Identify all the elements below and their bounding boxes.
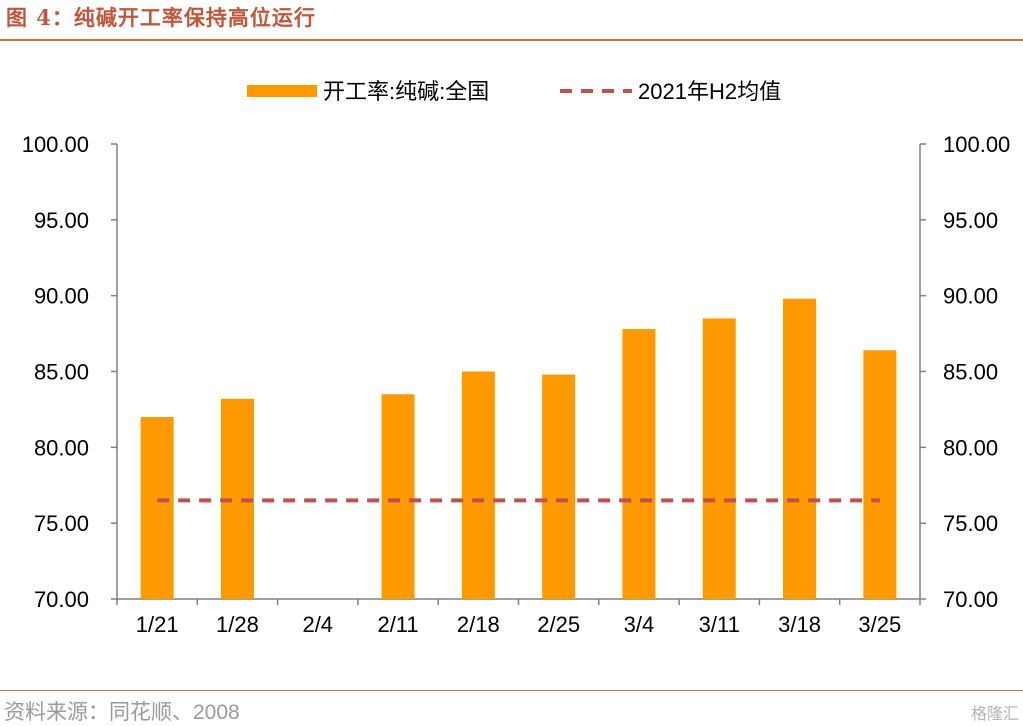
y-tick-label-right: 75.00 [943,511,998,536]
legend-line-label: 2021年H2均值 [638,79,781,104]
x-tick-label: 2/11 [377,612,418,637]
y-tick-label-left: 90.00 [34,284,89,309]
footer-rule [0,690,1023,691]
y-tick-label-left: 95.00 [34,208,89,233]
bar [542,374,576,599]
y-tick-label-right: 95.00 [943,208,998,233]
bar [381,394,415,599]
x-tick-label: 1/28 [216,612,259,637]
y-tick-label-right: 85.00 [943,360,998,385]
bar [863,350,897,599]
plot-area: 70.00 75.00 80.00 85.00 90.00 95.00 100.00 70.0… [22,132,1011,637]
bar [702,318,736,599]
y-tick-label-right: 80.00 [943,435,998,460]
y-tick-label-left: 80.00 [34,435,89,460]
legend: 开工率:纯碱:全国 2021年H2均值 [247,79,781,104]
legend-bar-swatch [247,85,317,97]
x-tick-label: 3/11 [699,612,740,637]
x-tick-label: 2/25 [537,612,580,637]
x-tick-label: 1/21 [136,612,179,637]
y-tick-label-right: 100.00 [943,132,1010,157]
bar [140,417,174,599]
bar [783,298,817,599]
x-tick-label: 3/4 [624,612,655,637]
source-note: 资料来源：同花顺、2008 [4,701,240,724]
header-rule [0,39,1023,41]
x-tick-label: 2/4 [302,612,333,637]
y-tick-label-right: 90.00 [943,284,998,309]
bar [622,329,656,599]
y-tick-label-right: 70.00 [943,587,998,612]
x-tick-label: 3/25 [858,612,901,637]
y-tick-label-left: 75.00 [34,511,89,536]
x-tick-label: 3/18 [778,612,821,637]
y-tick-label-left: 100.00 [22,132,89,157]
chart: 开工率:纯碱:全国 2021年H2均值 70.00 75.00 80.00 85.00… [22,79,1011,637]
y-tick-label-left: 70.00 [34,587,89,612]
chart-title: 图 4：纯碱开工率保持高位运行 [6,5,316,30]
bar [461,371,495,599]
legend-bar-label: 开工率:纯碱:全国 [323,79,489,104]
y-tick-label-left: 85.00 [34,360,89,385]
x-tick-label: 2/18 [457,612,500,637]
watermark: 格隆汇 [970,706,1019,723]
